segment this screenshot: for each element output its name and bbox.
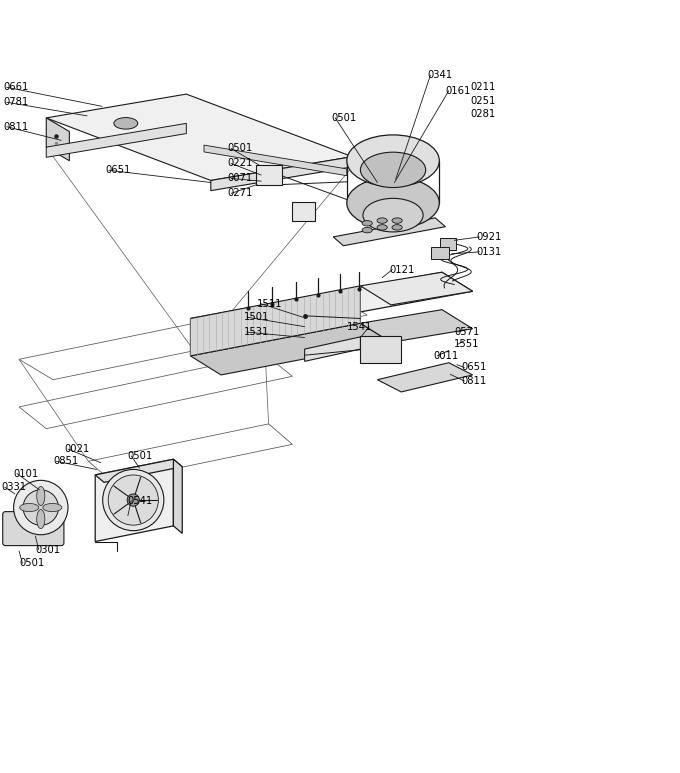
- FancyBboxPatch shape: [360, 336, 401, 363]
- Text: 1551: 1551: [454, 339, 480, 349]
- Ellipse shape: [37, 509, 45, 529]
- FancyBboxPatch shape: [3, 512, 64, 546]
- FancyBboxPatch shape: [256, 165, 282, 186]
- Ellipse shape: [362, 227, 373, 233]
- Text: 0851: 0851: [53, 456, 78, 466]
- Circle shape: [127, 494, 139, 506]
- Polygon shape: [211, 157, 352, 191]
- Text: 0161: 0161: [445, 86, 471, 96]
- Text: 0071: 0071: [228, 173, 253, 183]
- Text: 0211: 0211: [471, 82, 496, 92]
- Text: 0331: 0331: [1, 482, 27, 492]
- Circle shape: [14, 480, 68, 535]
- Ellipse shape: [377, 225, 388, 230]
- Ellipse shape: [360, 152, 426, 188]
- Polygon shape: [46, 94, 352, 180]
- Text: 0571: 0571: [454, 327, 479, 337]
- Polygon shape: [305, 337, 360, 361]
- Ellipse shape: [392, 218, 402, 223]
- Text: 0131: 0131: [476, 247, 501, 257]
- Ellipse shape: [362, 220, 373, 226]
- Text: 1541: 1541: [347, 322, 373, 332]
- Text: 0221: 0221: [228, 158, 253, 169]
- Ellipse shape: [347, 135, 439, 186]
- Ellipse shape: [363, 199, 423, 232]
- Polygon shape: [204, 145, 347, 175]
- Polygon shape: [173, 459, 182, 533]
- Polygon shape: [333, 218, 445, 246]
- Text: 1511: 1511: [257, 298, 283, 308]
- Text: 0501: 0501: [19, 558, 44, 568]
- Ellipse shape: [114, 117, 137, 129]
- Text: 0341: 0341: [427, 70, 452, 80]
- Circle shape: [103, 469, 164, 530]
- Ellipse shape: [347, 177, 439, 229]
- Polygon shape: [377, 363, 473, 392]
- Polygon shape: [95, 459, 182, 482]
- Text: 1501: 1501: [243, 312, 269, 322]
- Ellipse shape: [37, 486, 45, 506]
- Polygon shape: [95, 459, 173, 542]
- Text: 0301: 0301: [35, 545, 61, 555]
- Polygon shape: [360, 272, 473, 305]
- Text: 0651: 0651: [461, 363, 486, 373]
- Text: 0811: 0811: [3, 121, 29, 131]
- Text: 0811: 0811: [461, 376, 486, 386]
- Text: 0501: 0501: [128, 451, 153, 461]
- Text: 0121: 0121: [389, 264, 414, 274]
- Ellipse shape: [392, 225, 402, 230]
- Text: 0501: 0501: [332, 113, 357, 123]
- Text: 0021: 0021: [65, 444, 90, 454]
- Text: 0541: 0541: [128, 495, 153, 506]
- Ellipse shape: [20, 503, 39, 512]
- FancyBboxPatch shape: [431, 247, 449, 259]
- Polygon shape: [46, 124, 186, 158]
- Text: 0501: 0501: [228, 144, 253, 154]
- Text: 0281: 0281: [471, 110, 496, 120]
- Text: 0011: 0011: [434, 351, 459, 361]
- Polygon shape: [190, 323, 391, 375]
- Text: 0921: 0921: [476, 232, 501, 242]
- FancyBboxPatch shape: [292, 203, 315, 220]
- FancyBboxPatch shape: [440, 237, 456, 250]
- Ellipse shape: [43, 503, 62, 512]
- Ellipse shape: [377, 218, 388, 223]
- Text: 0651: 0651: [105, 165, 131, 175]
- Text: 1531: 1531: [243, 327, 269, 337]
- Circle shape: [23, 490, 58, 525]
- Polygon shape: [190, 272, 473, 338]
- Text: 0781: 0781: [3, 97, 29, 107]
- Polygon shape: [46, 118, 69, 161]
- Polygon shape: [360, 310, 473, 342]
- Text: 0251: 0251: [471, 96, 496, 106]
- Text: 0271: 0271: [228, 189, 253, 199]
- Polygon shape: [190, 286, 360, 356]
- Circle shape: [108, 475, 158, 525]
- Text: 0101: 0101: [14, 468, 39, 478]
- Text: 0661: 0661: [3, 82, 29, 92]
